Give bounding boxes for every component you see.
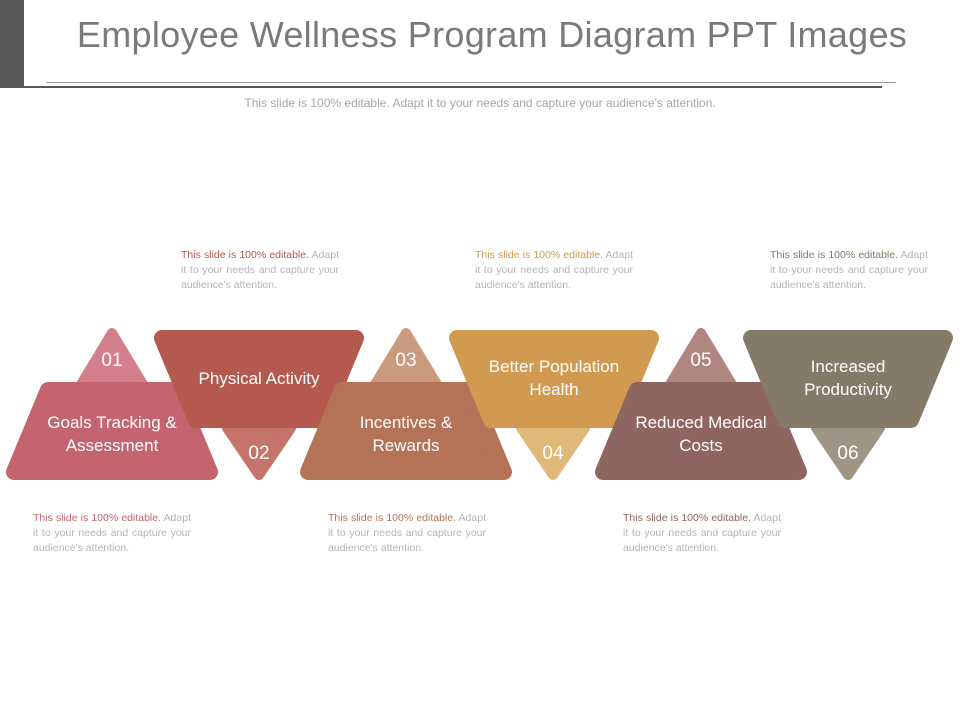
- step-number-04: 04: [542, 443, 564, 464]
- step-shape-06: [743, 330, 953, 428]
- title-rule-thick: [24, 86, 882, 88]
- description-lead: This slide is 100% editable.: [623, 512, 752, 524]
- corner-accent-block: [0, 0, 24, 88]
- step-number-06: 06: [837, 443, 859, 464]
- step-shape-01: [6, 382, 218, 480]
- description-03: This slide is 100% editable. Adapt it to…: [328, 511, 486, 556]
- step-label-06: Increased Productivity: [804, 357, 892, 399]
- step-label-02: Physical Activity: [198, 368, 320, 388]
- step-number-01: 01: [101, 350, 123, 371]
- description-lead: This slide is 100% editable.: [33, 512, 162, 524]
- description-rest: Adapt it to your needs and capture your …: [33, 512, 191, 554]
- step-number-05: 05: [690, 350, 712, 371]
- description-01: This slide is 100% editable. Adapt it to…: [33, 511, 191, 556]
- step-label-01: Goals Tracking & Assessment: [47, 413, 177, 455]
- description-lead: This slide is 100% editable.: [770, 249, 899, 261]
- description-06: This slide is 100% editable. Adapt it to…: [770, 248, 928, 293]
- description-lead: This slide is 100% editable.: [475, 249, 604, 261]
- description-rest: Adapt it to your needs and capture your …: [770, 249, 928, 291]
- slide-subtitle: This slide is 100% editable. Adapt it to…: [244, 96, 716, 110]
- description-lead: This slide is 100% editable.: [181, 249, 310, 261]
- title-rule-thin: [46, 82, 896, 83]
- step-label-03: Incentives & Rewards: [359, 413, 453, 455]
- description-lead: This slide is 100% editable.: [328, 512, 457, 524]
- description-05: This slide is 100% editable. Adapt it to…: [623, 511, 781, 556]
- description-rest: Adapt it to your needs and capture your …: [475, 249, 633, 291]
- step-shape-03: [300, 382, 512, 480]
- step-label-05: Reduced Medical Costs: [635, 413, 767, 455]
- description-rest: Adapt it to your needs and capture your …: [623, 512, 781, 554]
- slide-title: Employee Wellness Program Diagram PPT Im…: [76, 14, 908, 55]
- description-04: This slide is 100% editable. Adapt it to…: [475, 248, 633, 293]
- description-rest: Adapt it to your needs and capture your …: [181, 249, 339, 291]
- description-rest: Adapt it to your needs and capture your …: [328, 512, 486, 554]
- description-02: This slide is 100% editable. Adapt it to…: [181, 248, 339, 293]
- step-number-03: 03: [395, 350, 417, 371]
- step-label-04: Better Population Health: [488, 357, 620, 399]
- step-shape-05: [595, 382, 807, 480]
- step-number-02: 02: [248, 443, 270, 464]
